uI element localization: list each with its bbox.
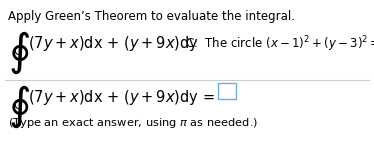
Text: C: C [13,99,21,112]
Text: $(7y + x)$dx + $(y + 9x)$dy: $(7y + x)$dx + $(y + 9x)$dy [28,34,199,53]
Text: C:  The circle $(x - 1)^2 + (y - 3)^2 = 2$: C: The circle $(x - 1)^2 + (y - 3)^2 = 2… [185,34,374,54]
FancyBboxPatch shape [218,83,236,99]
Text: $(7y + x)$dx + $(y + 9x)$dy =: $(7y + x)$dx + $(y + 9x)$dy = [28,88,215,107]
Text: $\oint$: $\oint$ [8,84,30,130]
Text: Apply Green’s Theorem to evaluate the integral.: Apply Green’s Theorem to evaluate the in… [8,10,295,23]
Text: C: C [13,45,21,58]
Text: $\oint$: $\oint$ [8,30,30,76]
Text: (Type an exact answer, using $\pi$ as needed.): (Type an exact answer, using $\pi$ as ne… [8,116,258,130]
